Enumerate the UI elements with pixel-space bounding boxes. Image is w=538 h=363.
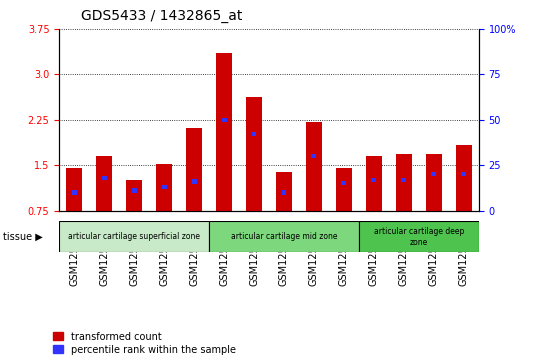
- Bar: [366, 156, 382, 211]
- Bar: [161, 185, 167, 189]
- Bar: [359, 221, 479, 252]
- Bar: [426, 154, 442, 211]
- Bar: [66, 168, 82, 211]
- Bar: [276, 172, 292, 211]
- Bar: [102, 176, 107, 180]
- Text: articular cartilage mid zone: articular cartilage mid zone: [231, 232, 337, 241]
- Bar: [456, 145, 472, 211]
- Bar: [371, 178, 377, 182]
- Bar: [395, 154, 412, 211]
- Bar: [306, 122, 322, 211]
- Text: GDS5433 / 1432865_at: GDS5433 / 1432865_at: [81, 9, 242, 23]
- Bar: [186, 128, 202, 211]
- Bar: [246, 97, 262, 211]
- Bar: [431, 172, 436, 176]
- Text: tissue ▶: tissue ▶: [3, 232, 43, 242]
- Text: articular cartilage superficial zone: articular cartilage superficial zone: [68, 232, 200, 241]
- Bar: [281, 190, 286, 195]
- Bar: [252, 132, 257, 136]
- Bar: [401, 178, 406, 182]
- Legend: transformed count, percentile rank within the sample: transformed count, percentile rank withi…: [53, 331, 236, 355]
- Bar: [462, 172, 466, 176]
- Bar: [342, 181, 346, 185]
- Bar: [132, 188, 137, 193]
- Bar: [59, 221, 209, 252]
- Bar: [222, 118, 226, 122]
- Bar: [192, 179, 196, 184]
- Bar: [126, 180, 143, 211]
- Bar: [156, 164, 172, 211]
- Text: articular cartilage deep
zone: articular cartilage deep zone: [374, 227, 464, 246]
- Bar: [96, 156, 112, 211]
- Bar: [336, 168, 352, 211]
- Bar: [216, 53, 232, 211]
- Bar: [312, 154, 316, 158]
- Bar: [72, 190, 76, 195]
- Bar: [209, 221, 359, 252]
